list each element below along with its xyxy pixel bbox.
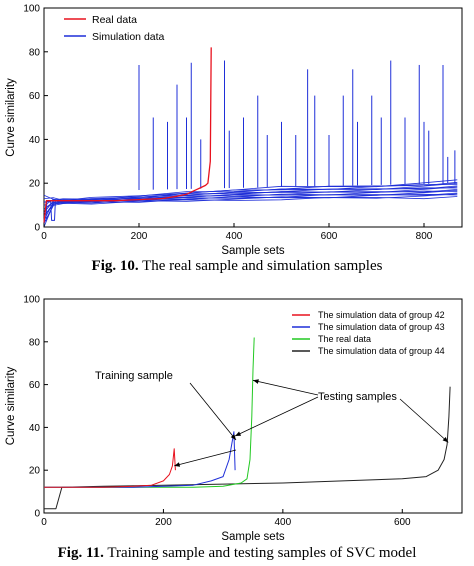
series-group-42-line (44, 448, 176, 488)
annotation-arrow (399, 398, 449, 443)
figure-11-caption-number: Fig. 11. (57, 545, 104, 561)
y-tick-label: 60 (29, 380, 41, 391)
x-tick-label: 0 (41, 231, 47, 242)
chart-1-legend: Real data Simulation data (64, 14, 165, 43)
series-real-data-line (44, 337, 255, 488)
chart-1-frame (43, 7, 463, 228)
simulation-trace (43, 193, 458, 224)
annotation-arrowhead (174, 462, 181, 467)
chart-1-plot-area: 0 200 400 600 800 0 20 40 60 80 100 (23, 4, 463, 243)
annotation-training-sample: Training sample (95, 370, 173, 382)
x-tick-label: 400 (226, 231, 243, 242)
annotation-testing-samples: Testing samples (318, 391, 397, 403)
chart-2: 0 200 400 600 0 20 40 60 80 100 Sample sets Curve… (5, 295, 463, 543)
chart-2-marks (44, 337, 451, 510)
y-tick-label: 0 (34, 509, 40, 520)
series-group-44-line (44, 386, 451, 510)
legend-label-group-44: The simulation data of group 44 (318, 346, 445, 356)
figure-10-caption-number: Fig. 10. (91, 258, 139, 274)
chart-2-frame (43, 298, 463, 514)
y-tick-label: 20 (29, 466, 41, 477)
figure-10-caption: Fig. 10. The real sample and simulation … (0, 258, 474, 275)
chart-1-y-axis-label: Curve similarity (5, 78, 17, 157)
x-tick-label: 200 (131, 231, 148, 242)
y-tick-label: 100 (23, 4, 40, 15)
x-tick-label: 800 (416, 231, 433, 242)
annotation-arrowhead (442, 436, 449, 443)
x-tick-label: 600 (321, 231, 338, 242)
y-tick-label: 60 (29, 91, 41, 102)
chart-2-y-axis-label: Curve similarity (5, 366, 17, 445)
chart-2-legend: The simulation data of group 42 The simu… (292, 310, 445, 356)
x-tick-label: 0 (41, 517, 47, 528)
chart-2-plot-area: 0 200 400 600 0 20 40 60 80 100 (23, 295, 463, 529)
y-tick-label: 80 (29, 47, 41, 58)
y-tick-label: 100 (23, 295, 40, 306)
legend-label-real-data: The real data (318, 334, 371, 344)
y-tick-label: 20 (29, 179, 41, 190)
figure-11-caption-text: Training sample and testing samples of S… (103, 545, 417, 561)
annotation-arrow (252, 379, 319, 396)
simulation-trace-start (44, 200, 59, 221)
y-tick-label: 40 (29, 135, 41, 146)
x-tick-label: 600 (394, 517, 411, 528)
simulation-trace (43, 186, 458, 210)
annotation-arrowhead (235, 431, 242, 436)
annotation-arrows (174, 379, 449, 467)
chart-1-x-axis-label: Sample sets (221, 245, 285, 257)
annotation-arrowhead (253, 379, 259, 384)
chart-1-ticks: 0 200 400 600 800 0 20 40 60 80 100 (23, 4, 432, 243)
figure-10-caption-text: The real sample and simulation samples (138, 258, 383, 274)
annotation-arrowhead (230, 434, 236, 440)
x-tick-label: 400 (275, 517, 292, 528)
chart-2-annotations: Training sample Testing samples (95, 370, 449, 467)
chart-1: 0 200 400 600 800 0 20 40 60 80 100 Sample sets Cu… (5, 4, 463, 257)
y-tick-label: 40 (29, 423, 41, 434)
figure-10: 0 200 400 600 800 0 20 40 60 80 100 Sample sets Cu… (0, 0, 474, 280)
figure-11: 0 200 400 600 0 20 40 60 80 100 Sample sets Curve… (0, 283, 474, 566)
y-tick-label: 80 (29, 337, 41, 348)
series-group-43-line (44, 431, 236, 488)
annotation-arrow (174, 449, 237, 467)
x-tick-label: 200 (155, 517, 172, 528)
annotation-arrow (234, 396, 319, 437)
chart-2-x-axis-label: Sample sets (221, 531, 285, 543)
real-data-line (43, 47, 212, 223)
y-tick-label: 0 (34, 223, 40, 234)
legend-label-group-42: The simulation data of group 42 (318, 310, 445, 320)
legend-label-simulation-data: Simulation data (92, 31, 165, 43)
annotation-arrow (189, 382, 237, 441)
simulation-trace (43, 190, 458, 217)
chart-2-ticks: 0 200 400 600 0 20 40 60 80 100 (23, 295, 411, 529)
legend-label-group-43: The simulation data of group 43 (318, 322, 445, 332)
legend-label-real-data: Real data (92, 14, 137, 26)
figure-11-caption: Fig. 11. Training sample and testing sam… (0, 545, 474, 562)
chart-1-marks (43, 47, 458, 228)
